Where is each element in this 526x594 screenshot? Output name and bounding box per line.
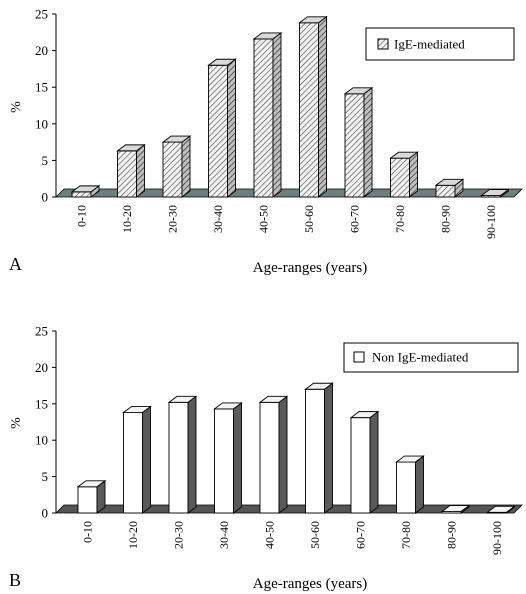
chart-b-legend: Non IgE-mediated (343, 342, 519, 373)
chart-a-y-tick-label: 10 (35, 116, 48, 131)
chart-b-x-axis-label: Age-ranges (years) (253, 576, 368, 592)
chart-b-bar (395, 455, 425, 514)
chart-a-bar (343, 86, 374, 198)
chart-a-bar (161, 135, 192, 198)
chart-a-bar (389, 151, 419, 198)
chart-a-y-tick-label: 15 (35, 80, 48, 95)
chart-a-bars (70, 15, 510, 198)
chart-b-x-tick-label: 40-50 (263, 521, 277, 549)
chart-b-bar (122, 405, 152, 514)
chart-a-legend-swatch (377, 38, 389, 50)
chart-panel-b: 0 5 10 15 20 25 0-10 10-20 20-30 30-40 40-50 50-60… (9, 324, 523, 592)
chart-b-x-tick-label: 60-70 (354, 521, 368, 549)
chart-a-x-tick-label: 50-60 (302, 205, 316, 233)
chart-a-x-tick-label: 80-90 (439, 205, 453, 233)
chart-a-bar (434, 178, 465, 198)
chart-b-bars (76, 382, 516, 514)
chart-a-y-tick-label: 5 (42, 153, 49, 168)
chart-b-x-tick-label: 20-30 (172, 521, 186, 549)
chart-a-y-axis-label: % (9, 101, 24, 113)
chart-a-x-tick-label: 60-70 (348, 205, 362, 233)
chart-b-x-tick-label: 0-10 (81, 521, 95, 543)
chart-a-bar (480, 188, 510, 198)
chart-a-category-labels: 0-10 10-20 20-30 30-40 40-50 50-60 60-70 70-80 8… (75, 205, 499, 239)
chart-a-panel-label: A (9, 254, 22, 274)
chart-a-bar (298, 15, 328, 198)
chart-b-y-tick-label: 0 (42, 506, 49, 521)
chart-b-y-tick-label: 10 (35, 433, 48, 448)
chart-a-x-tick-label: 70-80 (393, 205, 407, 233)
chart-a-x-axis-label: Age-ranges (years) (253, 260, 368, 276)
chart-b-y-tick-label: 5 (42, 469, 49, 484)
chart-b-x-tick-label: 10-20 (126, 521, 140, 549)
chart-b-bar (304, 382, 334, 514)
chart-a-x-tick-label: 30-40 (211, 205, 225, 233)
chart-a-x-tick-label: 90-100 (484, 205, 498, 239)
chart-b-y-tick-label: 15 (35, 396, 48, 411)
chart-b-y-tick-label: 20 (35, 360, 48, 375)
chart-b-bar (486, 505, 516, 514)
chart-b-y-ticks: 0 5 10 15 20 25 (35, 324, 56, 521)
chart-a-bar (252, 31, 283, 198)
chart-b-x-tick-label: 30-40 (217, 521, 231, 549)
chart-a-legend-label: IgE-mediated (394, 37, 465, 52)
chart-b-bar (349, 410, 380, 514)
chart-b-x-tick-label: 90-100 (490, 521, 504, 555)
chart-a-legend: IgE-mediated (365, 27, 515, 61)
chart-a-x-tick-label: 20-30 (166, 205, 180, 233)
chart-a-y-tick-label: 25 (35, 7, 48, 22)
chart-b-panel-label: B (9, 570, 21, 590)
chart-b-x-tick-label: 70-80 (399, 521, 413, 549)
chart-b-bar (167, 395, 198, 514)
chart-b-category-labels: 0-10 10-20 20-30 30-40 40-50 50-60 60-70 70-80 8… (81, 521, 505, 555)
chart-panel-a: 0 5 10 15 20 25 0-10 10-20 20-30 30-40 40-50 50-60… (9, 7, 523, 276)
chart-b-y-axis-label: % (9, 417, 24, 429)
chart-a-bar (116, 143, 146, 198)
chart-b-bar (76, 479, 107, 514)
chart-b-bar (440, 504, 471, 514)
chart-a-x-tick-label: 40-50 (257, 205, 271, 233)
chart-b-legend-swatch (353, 351, 365, 363)
chart-a-x-tick-label: 10-20 (120, 205, 134, 233)
chart-b-bar (213, 401, 243, 514)
chart-a-x-tick-label: 0-10 (75, 205, 89, 227)
chart-a-bar (70, 184, 101, 198)
chart-b-x-tick-label: 50-60 (308, 521, 322, 549)
chart-a-y-tick-label: 20 (35, 43, 48, 58)
chart-b-bar (258, 395, 289, 514)
chart-b-legend-label: Non IgE-mediated (372, 350, 469, 365)
chart-b-x-tick-label: 80-90 (445, 521, 459, 549)
chart-a-y-tick-label: 0 (42, 190, 49, 205)
chart-a-bar (207, 58, 237, 198)
chart-b-y-tick-label: 25 (35, 324, 48, 339)
chart-a-y-ticks: 0 5 10 15 20 25 (35, 7, 56, 205)
